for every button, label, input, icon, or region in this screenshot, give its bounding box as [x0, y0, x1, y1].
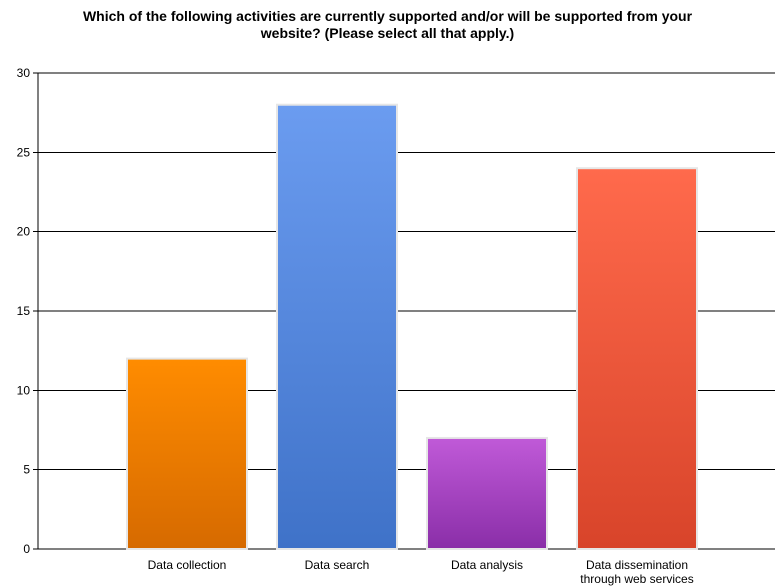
- y-tick-label: 0: [23, 542, 30, 556]
- y-tick-label: 30: [17, 66, 31, 80]
- chart-title-line-1: Which of the following activities are cu…: [82, 8, 693, 24]
- chart-title-line-2: website? (Please select all that apply.): [260, 25, 515, 41]
- x-tick-label: Data analysis: [451, 558, 523, 572]
- bars: [126, 103, 698, 550]
- y-tick-label: 10: [17, 383, 31, 397]
- y-tick-label: 5: [23, 463, 30, 477]
- x-tick-label: Data dissemination: [586, 558, 688, 572]
- x-tick-label: Data collection: [148, 558, 227, 572]
- y-tick-label: 15: [17, 304, 31, 318]
- chart-title: Which of the following activities are cu…: [0, 8, 775, 42]
- y-tick-label: 20: [17, 225, 31, 239]
- bar: [126, 357, 248, 550]
- x-tick-label: Data search: [305, 558, 370, 572]
- x-tick-label: through web services: [580, 572, 693, 586]
- bar: [576, 167, 698, 550]
- tick-labels: 0 5 10 15 20 25 30 Data collection Data search Da…: [17, 66, 694, 586]
- bar: [276, 103, 398, 550]
- bar: [426, 436, 548, 550]
- y-tick-label: 25: [17, 145, 31, 159]
